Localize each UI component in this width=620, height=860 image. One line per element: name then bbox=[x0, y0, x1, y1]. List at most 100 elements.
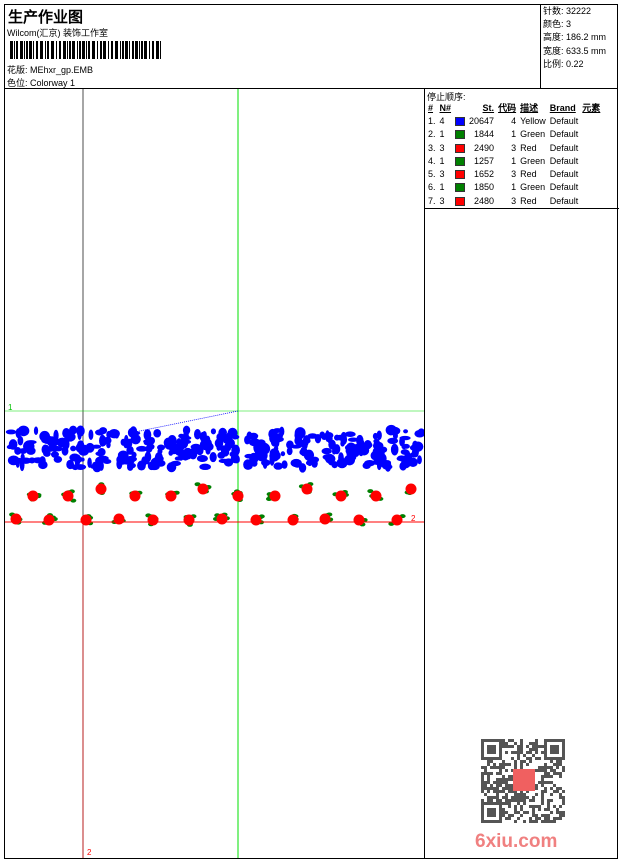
qr-module bbox=[496, 790, 499, 793]
blue-floral-motif bbox=[180, 435, 192, 441]
design-value: MEhxr_gp.EMB bbox=[30, 65, 94, 75]
qr-module bbox=[502, 781, 505, 784]
qr-module bbox=[493, 796, 496, 799]
page-title: 生产作业图 bbox=[8, 9, 84, 26]
blue-floral-motif bbox=[199, 457, 205, 462]
table-row: 2. 1 1844 1 Green Default bbox=[426, 128, 602, 141]
row-index: 3. bbox=[428, 142, 436, 153]
qr-module bbox=[553, 772, 556, 775]
column-header bbox=[453, 101, 467, 114]
qr-module bbox=[547, 799, 550, 802]
table-row: 5. 3 1652 3 Red Default bbox=[426, 167, 602, 180]
blue-floral-motif bbox=[257, 444, 268, 450]
qr-module bbox=[556, 766, 559, 769]
qr-module bbox=[520, 745, 523, 748]
qr-module bbox=[535, 793, 538, 796]
qr-module bbox=[490, 772, 493, 775]
leaf bbox=[367, 489, 374, 494]
table-row: 7. 3 2480 3 Red Default bbox=[426, 194, 602, 207]
color-swatch bbox=[453, 154, 467, 167]
blue-floral-motif bbox=[87, 457, 92, 468]
element bbox=[580, 181, 602, 194]
stitch-count: 2490 bbox=[474, 142, 495, 153]
blue-floral-motif bbox=[14, 447, 22, 455]
blue-floral-motif bbox=[106, 441, 111, 449]
qr-module bbox=[481, 781, 484, 784]
blue-floral-motif bbox=[148, 436, 156, 445]
qr-module bbox=[481, 772, 484, 775]
blue-floral-motif bbox=[327, 454, 335, 466]
qr-module bbox=[511, 775, 514, 778]
table-row: 6. 1 1850 1 Green Default bbox=[426, 181, 602, 194]
blue-floral-motif bbox=[141, 456, 147, 467]
blue-floral-motif bbox=[255, 449, 261, 456]
blue-floral-motif bbox=[201, 430, 207, 440]
stitch-count: 1850 bbox=[474, 182, 495, 193]
qr-module bbox=[490, 796, 493, 799]
qr-module bbox=[544, 817, 547, 820]
qr-module bbox=[514, 766, 517, 769]
qr-module bbox=[553, 817, 556, 820]
qr-module bbox=[517, 802, 520, 805]
blue-floral-motif bbox=[120, 438, 126, 446]
qr-module bbox=[550, 787, 553, 790]
qr-module bbox=[544, 787, 547, 790]
rose-motif bbox=[353, 514, 365, 526]
qr-module bbox=[505, 751, 508, 754]
blue-floral-motif bbox=[280, 451, 286, 457]
blue-floral-motif bbox=[97, 448, 106, 457]
qr-module bbox=[559, 814, 562, 817]
rose-motif bbox=[62, 490, 74, 502]
colorway-label: 色位: bbox=[7, 78, 28, 88]
stitch-count: 20647 bbox=[469, 115, 495, 126]
qr-module bbox=[541, 775, 544, 778]
blue-floral-motif bbox=[321, 434, 328, 440]
blue-floral-motif bbox=[321, 447, 332, 455]
qr-module bbox=[493, 763, 496, 766]
color-swatch bbox=[453, 181, 467, 194]
qr-module bbox=[526, 796, 529, 799]
qr-module bbox=[505, 781, 508, 784]
blue-floral-motif bbox=[273, 436, 284, 443]
color-swatch bbox=[453, 141, 467, 154]
color-desc: Green bbox=[520, 155, 546, 166]
qr-module bbox=[559, 811, 562, 814]
qr-module bbox=[538, 781, 541, 784]
qr-finder-center bbox=[487, 745, 496, 754]
qr-module bbox=[526, 811, 529, 814]
qr-module bbox=[496, 781, 499, 784]
design-label: 花版: bbox=[7, 65, 28, 75]
qr-finder bbox=[544, 739, 565, 760]
blue-floral-motif bbox=[273, 446, 279, 451]
qr-module bbox=[496, 793, 499, 796]
needle-number: 1 bbox=[439, 182, 445, 193]
qr-module bbox=[493, 787, 496, 790]
blue-floral-motif bbox=[248, 432, 259, 440]
qr-module bbox=[520, 805, 523, 808]
blue-floral-motif bbox=[382, 464, 393, 470]
qr-module bbox=[538, 808, 541, 811]
rose-motif bbox=[269, 490, 281, 502]
qr-module bbox=[508, 745, 511, 748]
rose-motif bbox=[335, 490, 347, 502]
qr-module bbox=[499, 763, 502, 766]
qr-module bbox=[508, 817, 511, 820]
qr-module bbox=[544, 772, 547, 775]
qr-module bbox=[547, 817, 550, 820]
column-header: 元素 bbox=[582, 103, 601, 114]
qr-module bbox=[517, 748, 520, 751]
blue-floral-motif bbox=[77, 428, 82, 440]
qr-module bbox=[484, 766, 487, 769]
qr-module bbox=[505, 811, 508, 814]
rose-motif bbox=[95, 483, 107, 495]
qr-module bbox=[535, 745, 538, 748]
qr-module bbox=[559, 760, 562, 763]
qr-module bbox=[517, 745, 520, 748]
blue-floral-motif bbox=[50, 451, 59, 458]
needle-number: 1 bbox=[439, 129, 445, 140]
row-index: 7. bbox=[428, 195, 436, 206]
color-swatch bbox=[453, 194, 467, 207]
qr-module bbox=[490, 787, 493, 790]
qr-module bbox=[529, 820, 532, 823]
qr-module bbox=[505, 793, 508, 796]
